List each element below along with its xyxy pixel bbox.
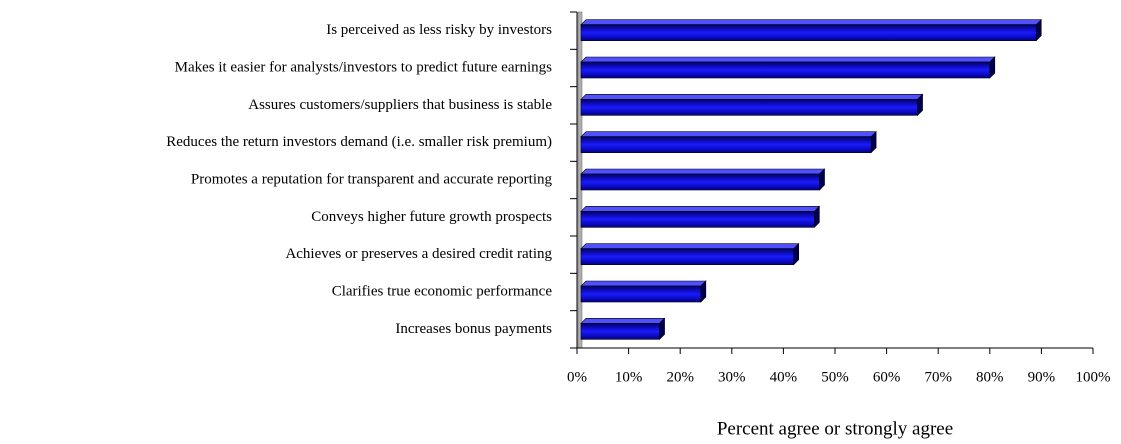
x-tick-label: 30% <box>718 369 746 385</box>
bar-top <box>580 56 996 63</box>
x-tick-label: 20% <box>666 369 694 385</box>
bar <box>580 248 795 265</box>
bar-top <box>580 19 1042 25</box>
y-tick-label: Conveys higher future growth prospects <box>311 209 552 225</box>
bar <box>580 323 660 340</box>
bar-top <box>580 280 707 287</box>
y-tick-label: Assures customers/suppliers that busines… <box>248 97 552 113</box>
y-tick-label: Is perceived as less risky by investors <box>326 22 552 38</box>
y-tick-label: Makes it easier for analysts/investors t… <box>175 59 553 75</box>
x-tick-label: 40% <box>770 369 798 385</box>
bar <box>580 211 815 228</box>
x-tick-label: 90% <box>1028 369 1056 385</box>
bar <box>580 285 702 303</box>
x-tick-label: 80% <box>976 369 1004 385</box>
bar <box>580 173 820 191</box>
bar-top <box>580 94 924 100</box>
x-axis-title: Percent agree or strongly agree <box>717 418 953 439</box>
x-tick-label: 60% <box>873 369 901 385</box>
bar-top <box>580 243 800 249</box>
bar-top <box>580 206 821 212</box>
y-tick-label: Promotes a reputation for transparent an… <box>191 171 553 187</box>
bar <box>580 136 872 153</box>
x-tick-label: 50% <box>821 369 849 385</box>
x-tick-label: 10% <box>615 369 643 385</box>
bar <box>580 24 1037 41</box>
bar-top <box>580 131 877 137</box>
y-tick-label: Achieves or preserves a desired credit r… <box>285 246 552 262</box>
x-tick-label: 0% <box>567 369 587 385</box>
bar-top <box>580 168 826 175</box>
bar <box>580 99 918 116</box>
x-tick-label: 70% <box>924 369 952 385</box>
y-tick-label: Clarifies true economic performance <box>332 283 553 299</box>
bar <box>580 61 991 79</box>
x-tick-label: 100% <box>1076 369 1111 385</box>
bar-top <box>580 318 666 324</box>
y-tick-label: Increases bonus payments <box>395 321 552 337</box>
y-tick-label: Reduces the return investors demand (i.e… <box>166 134 552 150</box>
